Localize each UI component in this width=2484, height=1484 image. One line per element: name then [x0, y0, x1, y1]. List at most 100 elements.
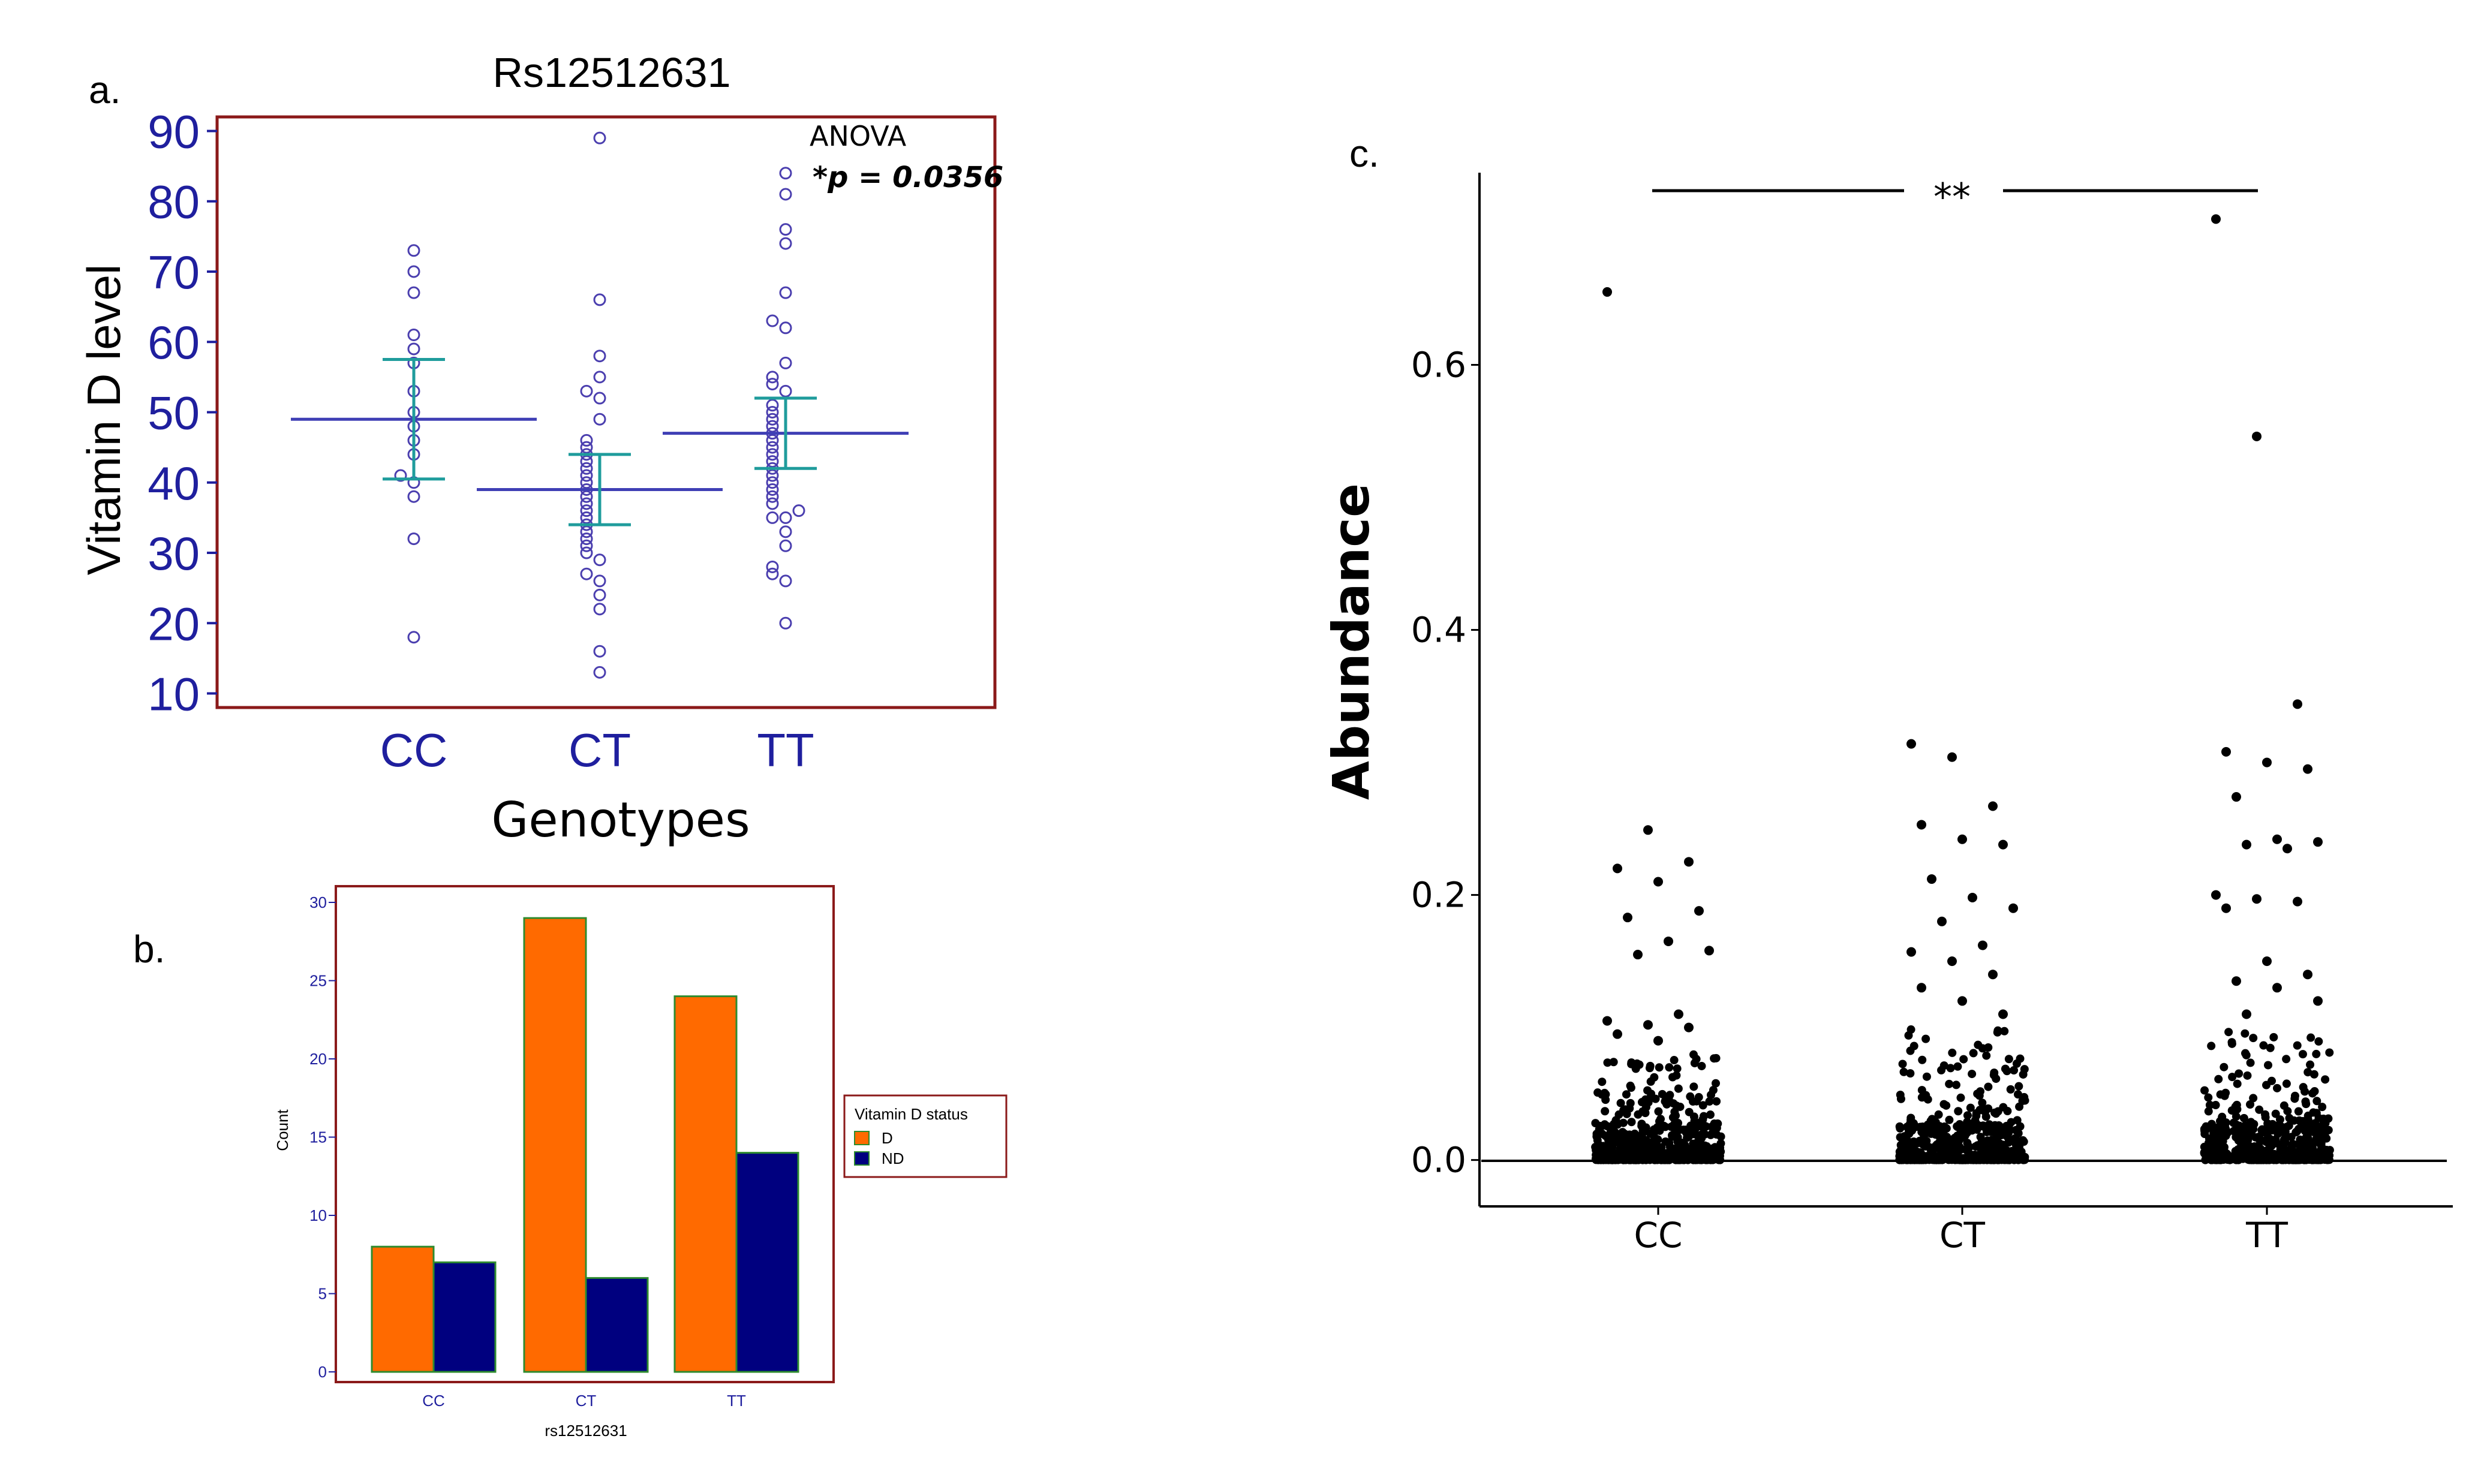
panel-c-point — [1975, 1106, 1984, 1115]
panel-a-point — [580, 511, 593, 524]
panel-a-point — [766, 448, 779, 461]
panel-c-y-ticks: 0.0 0.2 0.4 0.6 — [1411, 344, 1479, 1181]
panel-a-point — [766, 560, 779, 573]
panel-a-point — [580, 462, 593, 475]
panel-a-point — [779, 286, 792, 299]
panel-a-point — [580, 539, 593, 552]
panel-c-point — [2016, 1122, 2025, 1131]
panel-c-point — [2311, 1121, 2320, 1130]
panel-b-y-axis-label: Count — [273, 1109, 291, 1151]
panel-c-point — [2221, 746, 2231, 757]
panel-c-point — [2211, 1101, 2220, 1110]
panel-a-point — [779, 384, 792, 398]
panel-c-point — [1910, 1155, 1919, 1164]
panel-c-point — [1643, 1086, 1652, 1095]
panel-c-point — [1902, 1122, 1911, 1131]
panel-c-point — [1968, 1152, 1977, 1161]
panel-c-point — [2252, 431, 2262, 441]
panel-c-point — [1912, 1139, 1921, 1148]
panel-a-point — [766, 434, 779, 447]
panel-c-point — [1658, 1089, 1667, 1098]
panel-a-point — [580, 469, 593, 482]
panel-c-point — [2234, 1136, 2243, 1145]
panel-a-point — [407, 244, 420, 257]
panel-c-point — [2313, 996, 2323, 1006]
panel-c-point — [2204, 1107, 2213, 1116]
panel-c-point — [1684, 857, 1694, 867]
panel-c-point — [2303, 970, 2312, 980]
panel-b-legend-swatch-nd — [854, 1151, 870, 1166]
panel-c-point — [1953, 1062, 1962, 1071]
panel-b-y-tick-label: 15 — [309, 1128, 327, 1146]
panel-c-point — [2321, 1149, 2330, 1158]
panel-b-y-ticks: 0 5 10 15 20 25 30 — [309, 893, 336, 1381]
panel-c-point — [2309, 1108, 2318, 1117]
panel-a-point — [407, 329, 420, 342]
panel-c-point — [1707, 1122, 1716, 1131]
panel-b-bar-nd-tt — [735, 1152, 799, 1373]
panel-a-chart: Rs12512631 Vitamin D level Genotypes ANO… — [77, 49, 1003, 848]
panel-c-point — [1665, 1155, 1674, 1164]
panel-c-significance-label: ** — [1933, 175, 1971, 219]
panel-c-point — [2010, 1066, 2019, 1075]
panel-a-point — [593, 603, 606, 616]
panel-c-point — [2223, 1155, 2232, 1164]
panel-c-point — [2302, 1145, 2311, 1154]
panel-a-x-tick-label: TT — [757, 724, 814, 776]
panel-c-point — [1711, 1079, 1720, 1088]
panel-c-point — [1688, 1097, 1697, 1106]
panel-c-point — [1601, 1107, 1610, 1116]
panel-c-point — [2255, 1105, 2264, 1114]
panel-a-point — [766, 483, 779, 496]
panel-c-point — [2201, 1151, 2210, 1160]
panel-c-point — [1981, 1112, 1990, 1121]
panel-a-point — [779, 574, 792, 588]
panel-c-point — [1664, 936, 1673, 946]
panel-a-point — [593, 666, 606, 679]
panel-c-point — [2298, 1050, 2307, 1059]
panel-c-point — [1645, 1064, 1654, 1073]
panel-c-point — [1954, 1107, 1963, 1116]
panel-c-point — [1674, 1009, 1683, 1019]
panel-a-point — [779, 525, 792, 538]
panel-b-x-axis-label: rs12512631 — [545, 1422, 627, 1440]
panel-c-point — [1987, 1136, 1996, 1145]
panel-c-point — [2313, 837, 2323, 847]
panel-c-point — [2298, 1116, 2307, 1125]
panel-c-point — [2224, 1028, 2233, 1037]
panel-c-point — [1665, 1142, 1674, 1151]
panel-label-a: a. — [89, 68, 121, 112]
panel-c-point — [1704, 946, 1714, 956]
panel-b-bars — [371, 917, 799, 1373]
panel-c-point — [1626, 1098, 1635, 1107]
panel-c-point — [2290, 1116, 2299, 1125]
panel-c-point — [1627, 1118, 1636, 1127]
panel-c-point — [1954, 1136, 1963, 1145]
panel-c-point — [1602, 1121, 1611, 1130]
panel-c-point — [2306, 1033, 2315, 1042]
panel-c-point — [2303, 1068, 2312, 1077]
panel-c-point — [1654, 1107, 1663, 1116]
panel-a-point — [593, 588, 606, 601]
panel-c-y-axis-label: Abundance — [1322, 483, 1381, 800]
panel-c-point — [1600, 1088, 1609, 1097]
panel-a-mean-ci — [291, 358, 909, 526]
panel-c-point — [1591, 1143, 1600, 1152]
panel-label-b: b. — [133, 928, 165, 971]
panel-c-point — [2303, 764, 2312, 774]
panel-c-point — [1942, 1101, 1951, 1110]
panel-c-point — [1988, 801, 1998, 811]
panel-c-point — [1998, 839, 2008, 850]
panel-c-point — [2250, 1142, 2259, 1151]
panel-a-point — [580, 497, 593, 510]
panel-c-point — [1976, 1133, 1985, 1142]
panel-c-point — [2317, 1142, 2326, 1151]
panel-c-point — [1643, 825, 1653, 835]
panel-c-point — [1613, 1029, 1622, 1039]
panel-c-point — [2239, 1113, 2248, 1122]
panel-c-point — [1716, 1132, 1725, 1141]
panel-c-point — [2006, 1085, 2015, 1094]
panel-b-plot-frame — [335, 885, 835, 1383]
panel-c-point — [1951, 1080, 1960, 1089]
